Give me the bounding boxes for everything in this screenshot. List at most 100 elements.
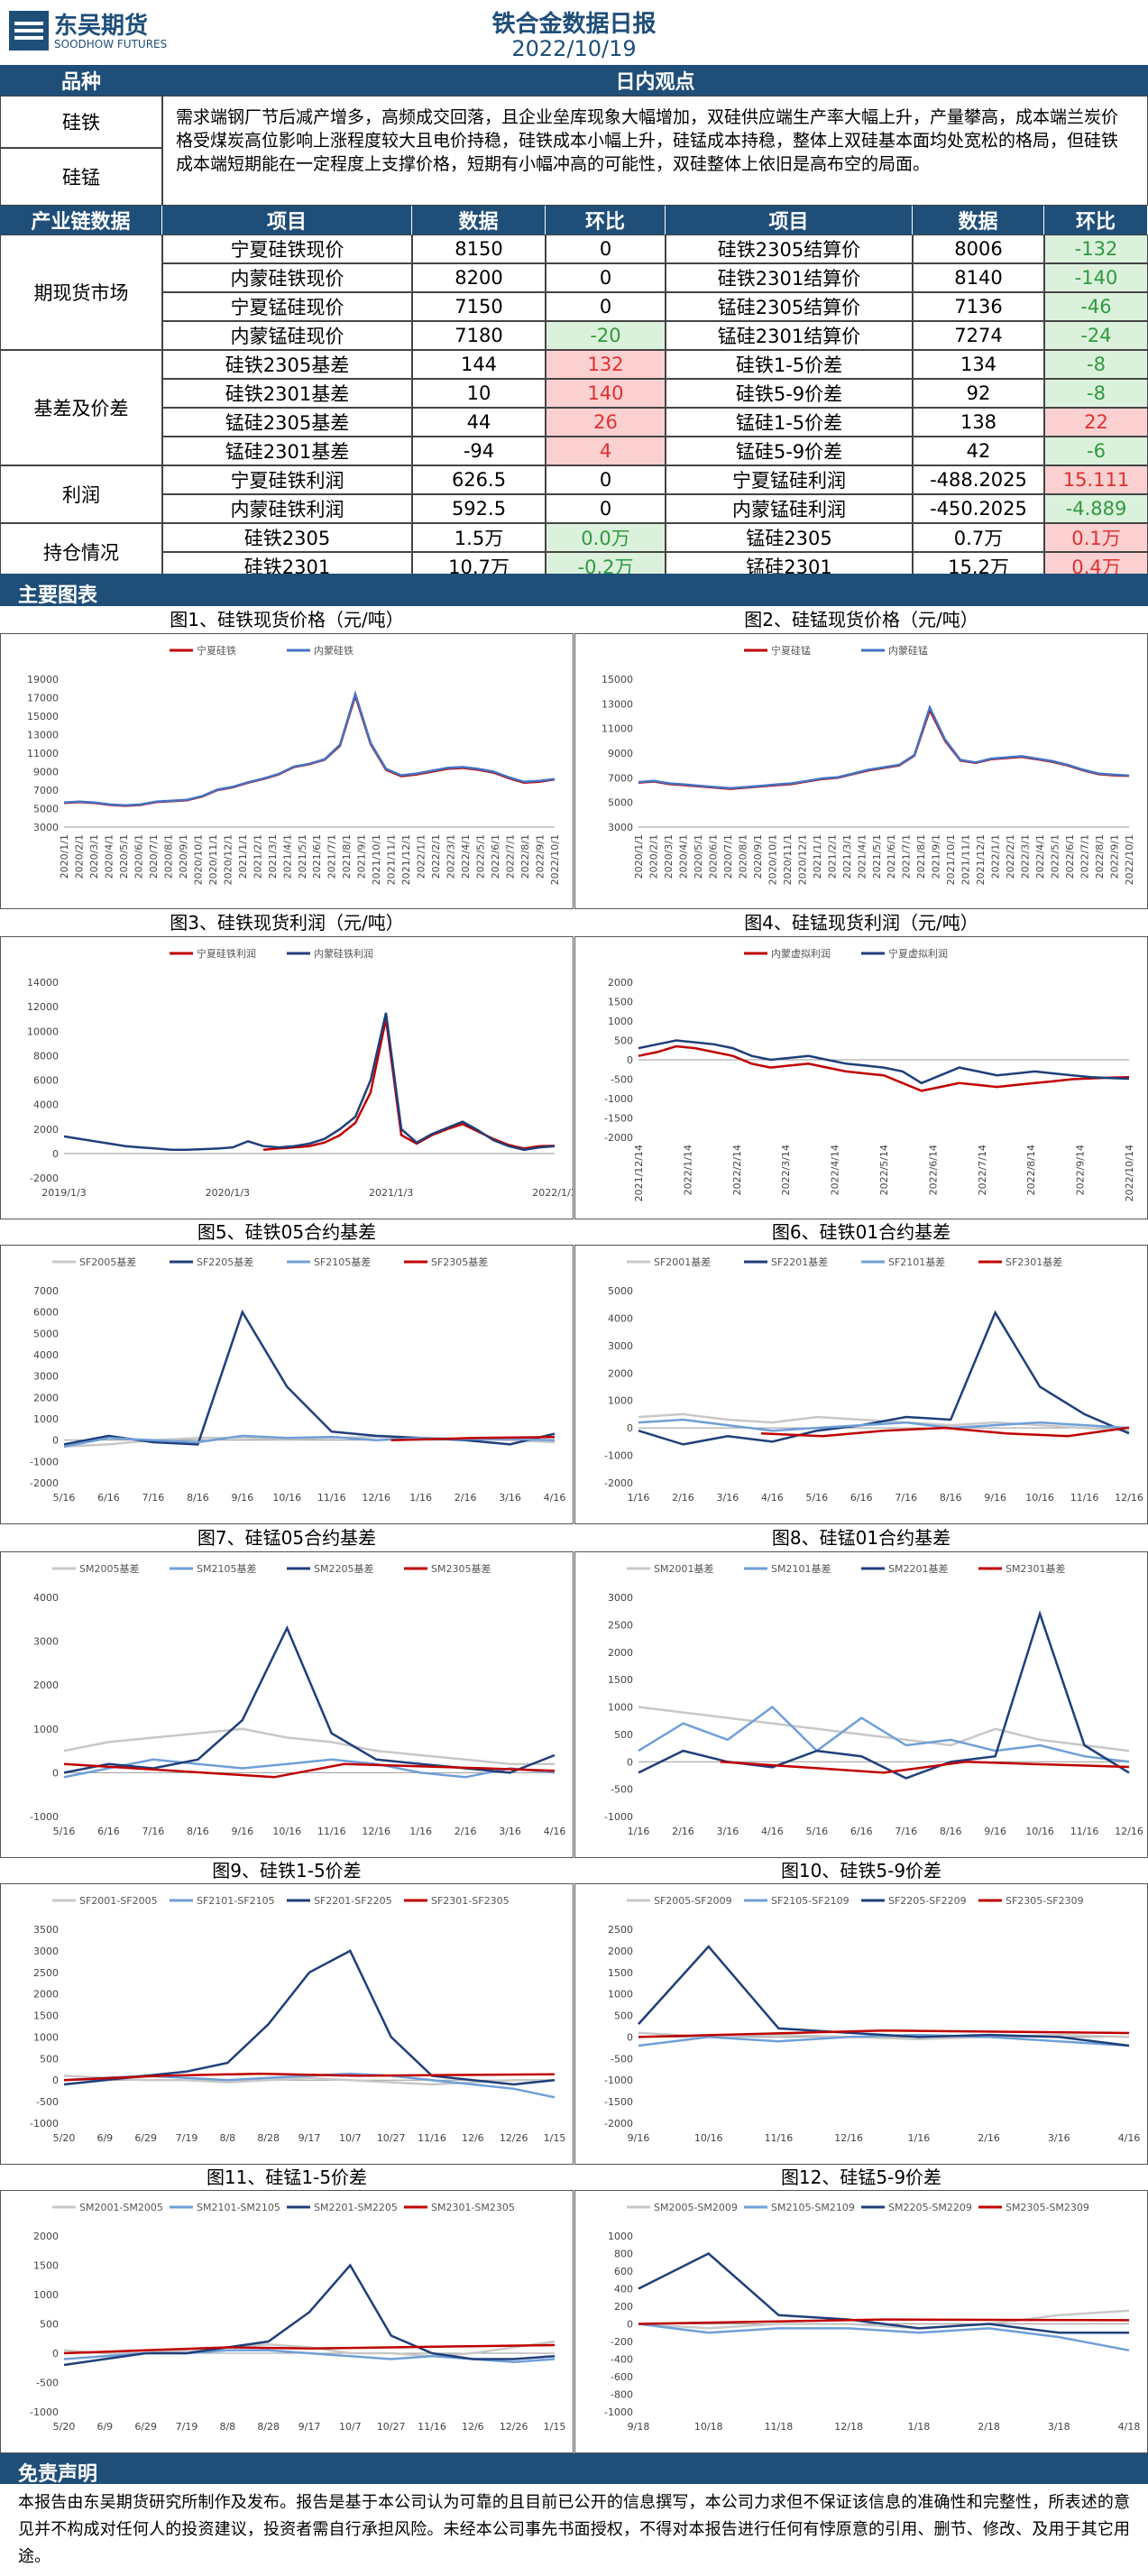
x-tick-label: 8/16 — [940, 1492, 962, 1504]
y-tick-label: 2000 — [608, 1946, 633, 1957]
x-tick-label: 2020/2/1 — [73, 834, 85, 879]
x-tick-label: 9/16 — [231, 1492, 253, 1504]
y-tick-label: -1500 — [604, 1113, 633, 1125]
table-value-right: 138 — [913, 408, 1044, 437]
table-item-left: 内蒙锰硅现价 — [162, 321, 412, 350]
x-tick-label: 2/16 — [672, 1826, 694, 1837]
table-value-left: 8150 — [412, 235, 546, 263]
series-line — [63, 1727, 555, 1765]
x-tick-label: 2020/10/1 — [767, 834, 778, 885]
chart-svg: SM2005基差 SM2105基差 SM2205基差 SM2305基差 -1000 0 10… — [30, 1562, 566, 1837]
y-tick-label: 3000 — [33, 1371, 59, 1383]
table-value-left: 592.5 — [412, 494, 546, 523]
y-tick-label: 3000 — [33, 822, 59, 833]
x-tick-label: 10/16 — [1025, 1826, 1054, 1837]
table-header: 产业链数据 — [0, 206, 162, 235]
table-value-left: -94 — [412, 437, 546, 465]
chart-svg: 内蒙虚拟利润 宁夏虚拟利润 -2000 -1500 -1000 -500 0 500 1000 1… — [604, 947, 1135, 1201]
x-tick-label: 2022/1/1 — [416, 834, 427, 879]
x-tick-label: 2021/12/1 — [975, 834, 987, 885]
y-tick-label: 5000 — [608, 797, 633, 809]
table-change-right: -8 — [1044, 350, 1148, 379]
series-line — [638, 1310, 1130, 1446]
y-tick-label: -1000 — [604, 1811, 633, 1823]
x-tick-label: 8/8 — [219, 2421, 235, 2433]
series-line — [638, 1706, 1130, 1753]
x-tick-label: 2020/8/1 — [737, 834, 748, 879]
x-tick-label: 4/16 — [761, 1826, 784, 1837]
legend-label: SF2301-SF2305 — [431, 1895, 510, 1907]
x-tick-label: 2021/2/1 — [252, 834, 263, 879]
legend-label: SM2001基差 — [654, 1562, 713, 1575]
x-tick-label: 2021/11/1 — [960, 834, 972, 885]
table-value-right: 8006 — [913, 235, 1044, 263]
legend-label: SF2305基差 — [431, 1256, 488, 1268]
x-tick-label: 12/6 — [462, 2421, 484, 2433]
y-tick-label: 0 — [52, 2075, 59, 2086]
table-change-left: 0 — [546, 465, 666, 494]
chart-c12: SM2005-SM2009 SM2105-SM2109 SM2205-SM2209 S… — [574, 2190, 1148, 2453]
x-tick-label: 2021/8/1 — [341, 834, 353, 879]
x-tick-label: 2022/3/1 — [445, 834, 457, 879]
y-tick-label: 2000 — [33, 1392, 59, 1403]
table-item-right: 锰硅2305结算价 — [666, 292, 913, 321]
y-tick-label: 2000 — [608, 1367, 633, 1379]
y-tick-label: 0 — [627, 1756, 633, 1768]
x-tick-label: 2021/8/1 — [915, 834, 927, 879]
x-tick-label: 2021/3/1 — [267, 834, 279, 879]
y-tick-label: -1000 — [30, 1456, 59, 1467]
x-tick-label: 6/16 — [850, 1492, 873, 1504]
x-tick-label: 2020/1/1 — [59, 834, 70, 879]
table-change-left: 132 — [546, 350, 666, 379]
series-line — [63, 2343, 556, 2355]
table-value-right: 7274 — [913, 321, 1044, 350]
table-value-right: 42 — [913, 437, 1044, 465]
x-tick-label: 10/16 — [694, 2132, 723, 2144]
x-tick-label: 2021/2/1 — [826, 834, 838, 879]
disclaimer-text: 本报告由东吴期货研究所制作及发布。报告是基于本公司认为可靠的且目前已公开的信息撰… — [18, 2493, 1130, 2566]
y-tick-label: 1000 — [608, 1016, 633, 1027]
x-tick-label: 2020/3/1 — [88, 834, 100, 879]
y-tick-label: 2500 — [608, 1924, 633, 1936]
x-tick-label: 5/16 — [805, 1826, 828, 1837]
legend-label: SM2001-SM2005 — [79, 2202, 163, 2213]
x-tick-label: 10/27 — [377, 2132, 406, 2144]
x-tick-label: 2021/5/1 — [297, 834, 308, 879]
series-line — [63, 1758, 556, 1779]
chart-svg: SM2001基差 SM2101基差 SM2201基差 SM2301基差 -1000 -50… — [604, 1562, 1143, 1837]
x-tick-label: 12/16 — [834, 2132, 863, 2144]
legend-label: SF2105-SF2109 — [771, 1895, 850, 1907]
series-line — [760, 1426, 1130, 1438]
y-tick-label: 11000 — [602, 723, 633, 735]
x-tick-label: 2022/9/14 — [1075, 1145, 1087, 1195]
x-tick-label: 11/16 — [1070, 1826, 1099, 1837]
x-tick-label: 2022/10/14 — [1124, 1145, 1135, 1201]
y-tick-label: -500 — [611, 2053, 633, 2065]
y-tick-label: 15000 — [27, 711, 59, 722]
x-tick-label: 2022/8/1 — [519, 834, 531, 879]
series-line — [638, 1039, 1130, 1085]
x-tick-label: 2020/7/1 — [148, 834, 160, 879]
x-tick-label: 7/19 — [176, 2421, 198, 2433]
x-tick-label: 1/16 — [628, 1826, 650, 1837]
x-tick-label: 8/28 — [257, 2421, 280, 2433]
y-tick-label: 1000 — [33, 2031, 59, 2043]
x-tick-label: 12/16 — [1115, 1826, 1143, 1837]
table-change-left: -20 — [546, 321, 666, 350]
y-tick-label: 9000 — [608, 748, 633, 759]
y-tick-label: -1500 — [604, 2096, 633, 2108]
y-tick-label: -2000 — [604, 1477, 633, 1489]
y-tick-label: 10000 — [27, 1026, 59, 1037]
x-tick-label: 12/18 — [834, 2421, 863, 2433]
y-tick-label: 1000 — [33, 1413, 59, 1425]
y-tick-label: 0 — [627, 2319, 633, 2331]
table-change-right: 15.111 — [1044, 465, 1148, 494]
series-line — [63, 1762, 556, 1779]
x-tick-label: 6/16 — [97, 1492, 120, 1504]
x-tick-label: 2022/7/1 — [1079, 834, 1091, 879]
x-tick-label: 4/16 — [544, 1826, 566, 1837]
y-tick-label: 7000 — [608, 772, 633, 784]
charts-section-title: 主要图表 — [18, 584, 98, 607]
y-tick-label: 17000 — [27, 693, 59, 704]
y-tick-label: -1000 — [30, 2118, 59, 2130]
